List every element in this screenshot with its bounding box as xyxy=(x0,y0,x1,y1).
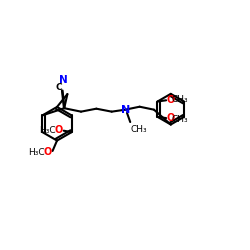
Text: CH₃: CH₃ xyxy=(131,125,147,134)
Text: C: C xyxy=(56,82,62,92)
Text: O: O xyxy=(166,95,175,105)
Text: CH₃: CH₃ xyxy=(172,114,188,124)
Text: N: N xyxy=(59,75,68,85)
Text: CH₃: CH₃ xyxy=(172,95,188,104)
Text: O: O xyxy=(55,125,63,135)
Text: H₃C: H₃C xyxy=(28,148,45,158)
Text: H₃C: H₃C xyxy=(40,126,56,135)
Text: N: N xyxy=(121,105,130,115)
Text: O: O xyxy=(44,147,52,157)
Text: O: O xyxy=(166,112,175,122)
